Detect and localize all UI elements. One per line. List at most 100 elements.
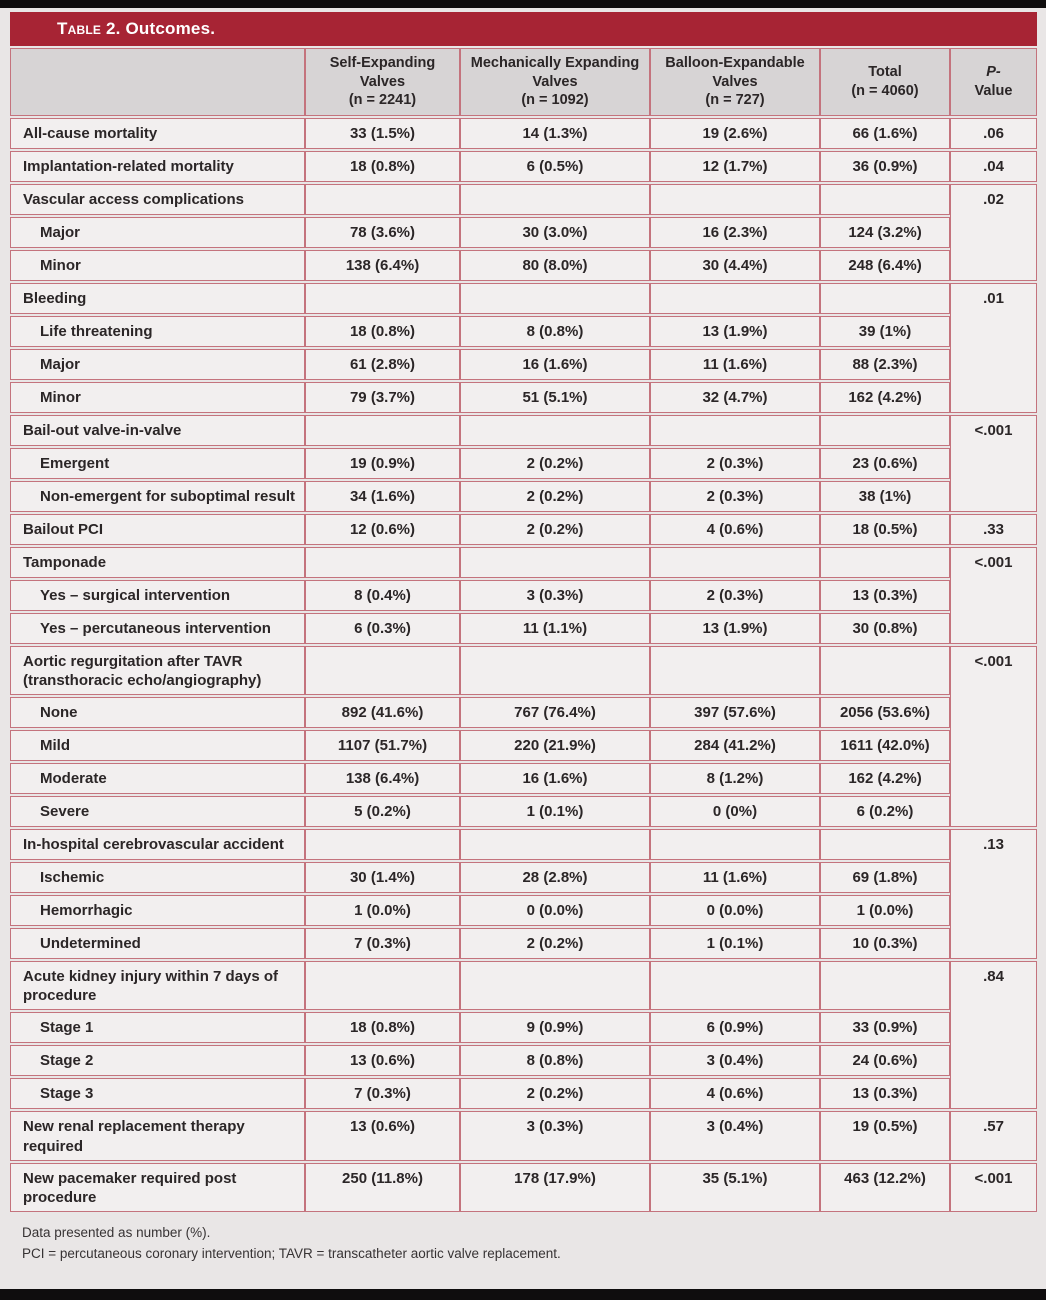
p-value-cell: .01 (950, 282, 1037, 413)
p-value-cell: .84 (950, 961, 1037, 1110)
value-cell (650, 645, 820, 696)
table-row: Stage 1 18 (0.8%) 9 (0.9%) 6 (0.9%) 33 (0.9%… (10, 1012, 1037, 1044)
value-cell (460, 546, 650, 578)
value-cell: 18 (0.8%) (305, 1012, 460, 1044)
value-cell: 35 (5.1%) (650, 1162, 820, 1213)
footnote-line: PCI = percutaneous coronary intervention… (22, 1246, 561, 1262)
p-value-cell: .06 (950, 117, 1037, 149)
table-row: Undetermined 7 (0.3%) 2 (0.2%) 1 (0.1%) 10 (… (10, 928, 1037, 960)
value-cell: 28 (2.8%) (460, 862, 650, 894)
row-label: Life threatening (10, 315, 305, 347)
value-cell: 12 (0.6%) (305, 513, 460, 545)
value-cell: 2 (0.2%) (460, 447, 650, 479)
value-cell: 250 (11.8%) (305, 1162, 460, 1213)
col-name: Total (868, 64, 902, 81)
value-cell: 3 (0.3%) (460, 1111, 650, 1161)
row-label: Emergent (10, 447, 305, 479)
row-label: Mild (10, 730, 305, 762)
table-row: Implantation-related mortality 18 (0.8%) 6… (10, 150, 1037, 182)
value-cell: 162 (4.2%) (820, 763, 950, 795)
value-cell (305, 961, 460, 1011)
col-n: (n = 1092) (521, 92, 589, 109)
col-header-total: Total (n = 4060) (820, 48, 950, 116)
value-cell: 2 (0.2%) (460, 513, 650, 545)
value-cell (650, 282, 820, 314)
value-cell: 16 (1.6%) (460, 763, 650, 795)
value-cell (820, 183, 950, 215)
table-row: Yes – surgical intervention 8 (0.4%) 3 (0.… (10, 579, 1037, 611)
value-cell: 1 (0.1%) (650, 928, 820, 960)
value-cell (305, 645, 460, 696)
value-cell: 30 (0.8%) (820, 612, 950, 644)
value-cell: 66 (1.6%) (820, 117, 950, 149)
value-cell: 39 (1%) (820, 315, 950, 347)
table-title-bar: Table 2. Outcomes. (10, 12, 1037, 46)
p-value-cell: <.001 (950, 546, 1037, 644)
col-header-p-value: P- Value (950, 48, 1037, 116)
value-cell: 23 (0.6%) (820, 447, 950, 479)
value-cell: 3 (0.4%) (650, 1111, 820, 1161)
value-cell: 18 (0.8%) (305, 315, 460, 347)
value-cell: 6 (0.5%) (460, 150, 650, 182)
value-cell: 8 (0.8%) (460, 315, 650, 347)
table-row: Bleeding .01 (10, 282, 1037, 413)
p-value-cell: .02 (950, 183, 1037, 281)
table-row: None 892 (41.6%) 767 (76.4%) 397 (57.6%) 205… (10, 697, 1037, 729)
row-label: Undetermined (10, 928, 305, 960)
value-cell (460, 183, 650, 215)
value-cell: 0 (0.0%) (460, 895, 650, 927)
value-cell: 12 (1.7%) (650, 150, 820, 182)
table-row: Emergent 19 (0.9%) 2 (0.2%) 2 (0.3%) 23 (0.6… (10, 447, 1037, 479)
row-label: Ischemic (10, 862, 305, 894)
col-n: (n = 2241) (348, 92, 417, 109)
value-cell: 11 (1.1%) (460, 612, 650, 644)
value-cell: 19 (0.5%) (820, 1111, 950, 1161)
value-cell (650, 829, 820, 861)
value-cell: 11 (1.6%) (650, 348, 820, 380)
col-header-balloon-expandable: Balloon-Expandable Valves (n = 727) (650, 48, 820, 116)
value-cell: 2056 (53.6%) (820, 697, 950, 729)
col-n: (n = 4060) (851, 82, 919, 99)
value-cell: 1 (0.1%) (460, 796, 650, 828)
value-cell: 767 (76.4%) (460, 697, 650, 729)
row-label: Tamponade (10, 546, 305, 578)
row-label: Stage 1 (10, 1012, 305, 1044)
value-cell: 397 (57.6%) (650, 697, 820, 729)
table-container: Table 2. Outcomes. Self-Expanding Valves… (0, 8, 1046, 1265)
table-row: New pacemaker required post procedure 250… (10, 1162, 1037, 1213)
value-cell: 3 (0.4%) (650, 1045, 820, 1077)
col-name: Balloon-Expandable Valves (665, 55, 805, 90)
table-row: Aortic regurgitation after TAVR (transth… (10, 645, 1037, 828)
value-cell: 61 (2.8%) (305, 348, 460, 380)
value-cell: 30 (3.0%) (460, 216, 650, 248)
value-cell: 78 (3.6%) (305, 216, 460, 248)
table-row: Yes – percutaneous intervention 6 (0.3%) 1… (10, 612, 1037, 644)
p-value-cell: <.001 (950, 414, 1037, 512)
value-cell: 1611 (42.0%) (820, 730, 950, 762)
value-cell: 892 (41.6%) (305, 697, 460, 729)
value-cell: 80 (8.0%) (460, 249, 650, 281)
value-cell: 32 (4.7%) (650, 381, 820, 413)
row-label: Major (10, 348, 305, 380)
table-row: Severe 5 (0.2%) 1 (0.1%) 0 (0%) 6 (0.2%) (10, 796, 1037, 828)
top-black-bar (0, 0, 1046, 8)
col-n: (n = 727) (705, 92, 765, 109)
value-cell (305, 546, 460, 578)
row-label: Stage 2 (10, 1045, 305, 1077)
table-row: Hemorrhagic 1 (0.0%) 0 (0.0%) 0 (0.0%) 1 (0.… (10, 895, 1037, 927)
value-cell (820, 829, 950, 861)
value-cell: 2 (0.2%) (460, 928, 650, 960)
table-row: Bail-out valve-in-valve <.001 (10, 414, 1037, 512)
value-cell: 1 (0.0%) (820, 895, 950, 927)
table-row: Minor 138 (6.4%) 80 (8.0%) 30 (4.4%) 248 (6.… (10, 249, 1037, 281)
p-value-cell: <.001 (950, 1162, 1037, 1213)
value-cell (460, 645, 650, 696)
table-row: Acute kidney injury within 7 days of pro… (10, 961, 1037, 1110)
value-cell: 79 (3.7%) (305, 381, 460, 413)
value-cell: 463 (12.2%) (820, 1162, 950, 1213)
value-cell: 124 (3.2%) (820, 216, 950, 248)
table-row: All-cause mortality 33 (1.5%) 14 (1.3%) 19 … (10, 117, 1037, 149)
table-row: Moderate 138 (6.4%) 16 (1.6%) 8 (1.2%) 162 (… (10, 763, 1037, 795)
value-cell (305, 282, 460, 314)
